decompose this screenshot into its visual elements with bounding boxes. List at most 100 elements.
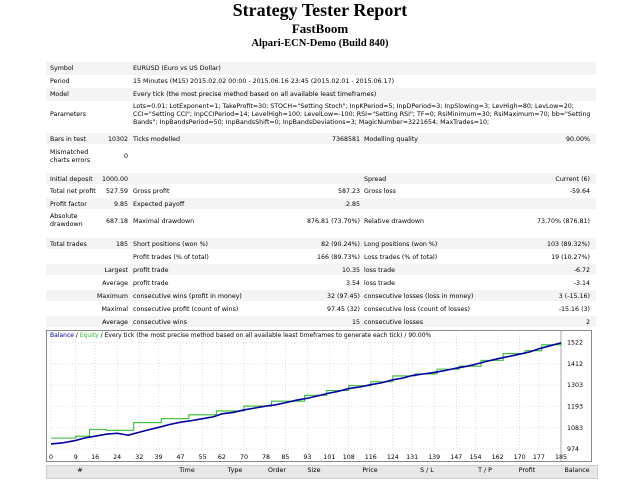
period-value: 15 Minutes (M15) 2015.02.02 00:00 - 2015… bbox=[133, 78, 395, 85]
largest-lt-label: loss trade bbox=[364, 267, 395, 274]
mx-cp-value: 97.45 (32) bbox=[327, 306, 360, 313]
x-tick-label: 177 bbox=[533, 454, 545, 461]
y-tick-label: 1083 bbox=[567, 425, 583, 432]
max-cw-label: consecutive wins (profit in money) bbox=[133, 293, 242, 300]
average-pt-label: profit trade bbox=[133, 280, 169, 287]
x-tick-label: 154 bbox=[470, 454, 482, 461]
mx-cl-label: consecutive loss (count of losses) bbox=[364, 306, 470, 313]
col-type[interactable]: Type bbox=[227, 467, 243, 474]
parameters-line: CCI="Setting CCI"; InpCCIPeriod=14; Leve… bbox=[133, 111, 591, 118]
average-pt-value: 3.54 bbox=[345, 280, 360, 287]
largest-label: Largest bbox=[104, 267, 128, 274]
pf-label: Profit factor bbox=[50, 201, 87, 208]
short-value: 82 (90.24%) bbox=[321, 241, 360, 248]
netprofit-label: Total net profit bbox=[50, 188, 96, 195]
x-tick-label: 32 bbox=[135, 454, 143, 461]
report-title: Strategy Tester Report bbox=[232, 0, 408, 20]
average-label: Average bbox=[102, 280, 128, 287]
x-tick-label: 139 bbox=[428, 454, 440, 461]
quality-value: 90.00% bbox=[565, 136, 590, 143]
legend-sep: / bbox=[73, 332, 80, 339]
col-order[interactable]: Order bbox=[268, 467, 286, 474]
average2-label: Average bbox=[102, 319, 128, 326]
col-num[interactable]: # bbox=[77, 467, 83, 474]
symbol-value: EURUSD (Euro vs US Dollar) bbox=[133, 65, 221, 72]
short-label: Short positions (won %) bbox=[133, 241, 209, 248]
pf-value: 9.85 bbox=[113, 201, 128, 208]
col-price[interactable]: Price bbox=[362, 467, 378, 474]
mismatch-value: 0 bbox=[123, 153, 128, 160]
average-lt-value: -3.14 bbox=[573, 280, 590, 287]
account-build: Alpari-ECN-Demo (Build 840) bbox=[251, 38, 389, 49]
col-profit[interactable]: Profit bbox=[518, 467, 536, 474]
largest-lt-value: -6.72 bbox=[573, 267, 590, 274]
y-tick-label: 1522 bbox=[567, 339, 583, 346]
col-sl[interactable]: S / L bbox=[420, 467, 434, 474]
max-cl-value: 3 (-15.16) bbox=[558, 293, 590, 300]
row-bg bbox=[46, 133, 596, 144]
chart-svg: 0 9 16 24 32 39 47 55 62 70 78 85 93 101 108 116 124 131 1… bbox=[49, 331, 583, 461]
mx-cl-value: -15.16 (3) bbox=[558, 306, 590, 313]
col-time[interactable]: Time bbox=[179, 467, 195, 474]
legend-equity: Equity bbox=[79, 332, 99, 339]
col-size[interactable]: Size bbox=[307, 467, 321, 474]
row-bg bbox=[46, 238, 596, 249]
row-bg bbox=[46, 173, 596, 184]
trades-value: 185 bbox=[115, 241, 128, 248]
maxdd-value: 876.81 (73.70%) bbox=[307, 218, 360, 225]
deposit-value: 1000.00 bbox=[101, 176, 128, 183]
parameters-line: Lots=0.01; LotExponent=1; TakeProfit=30;… bbox=[133, 103, 574, 110]
col-balance[interactable]: Balance bbox=[564, 467, 590, 474]
ticks-label: Ticks modelled bbox=[133, 136, 181, 143]
x-tick-label: 131 bbox=[406, 454, 418, 461]
model-label: Model bbox=[50, 91, 69, 98]
pt-value: 166 (89.73%) bbox=[317, 254, 360, 261]
lt-value: 19 (10.27%) bbox=[551, 254, 590, 261]
x-tick-label: 162 bbox=[492, 454, 504, 461]
mx-cp-label: consecutive profit (count of wins) bbox=[133, 306, 239, 313]
expert-name: FastBoom bbox=[291, 21, 349, 36]
parameters-label: Parameters bbox=[50, 111, 87, 118]
maxdd-label: Maximal drawdown bbox=[133, 218, 195, 225]
balance-chart: 0 9 16 24 32 39 47 55 62 70 78 85 93 101 108 116 124 131 1… bbox=[46, 330, 592, 462]
x-tick-label: 0 bbox=[49, 454, 53, 461]
grossloss-value: -59.64 bbox=[569, 188, 590, 195]
x-tick-label: 70 bbox=[240, 454, 248, 461]
parameters-line: Bands"; InpBandsPeriod=50; InpBandsShift… bbox=[133, 119, 490, 126]
y-tick-label: 1412 bbox=[567, 361, 583, 368]
max-cl-label: consecutive losses (loss in money) bbox=[364, 293, 474, 300]
avg-cw-value: 15 bbox=[351, 319, 360, 326]
ticks-value: 7368581 bbox=[331, 136, 360, 143]
reldd-value: 73.70% (876.81) bbox=[537, 218, 590, 225]
x-tick-label: 78 bbox=[262, 454, 270, 461]
maximal-label: Maximal bbox=[101, 306, 128, 313]
row-bg bbox=[46, 316, 596, 327]
absdd-label: drawdown bbox=[50, 221, 83, 228]
trades-label: Total trades bbox=[50, 241, 87, 248]
row-bg bbox=[46, 198, 596, 209]
x-tick-label: 108 bbox=[343, 454, 355, 461]
grossprofit-value: 587.23 bbox=[337, 188, 360, 195]
x-tick-label: 24 bbox=[113, 454, 121, 461]
row-bg bbox=[46, 264, 596, 275]
long-value: 103 (89.32%) bbox=[547, 241, 590, 248]
symbol-label: Symbol bbox=[50, 65, 74, 72]
netprofit-value: 527.59 bbox=[105, 188, 128, 195]
col-tp[interactable]: T / P bbox=[478, 467, 492, 474]
x-tick-label: 147 bbox=[450, 454, 462, 461]
avg-cl-value: 2 bbox=[585, 319, 590, 326]
x-tick-label: 101 bbox=[323, 454, 335, 461]
legend-rest: / Every tick (the most precise method ba… bbox=[98, 332, 432, 339]
max-cw-value: 32 (97.45) bbox=[327, 293, 360, 300]
largest-pt-value: 10.35 bbox=[341, 267, 360, 274]
deposit-label: Initial deposit bbox=[50, 176, 93, 183]
y-tick-label: 974 bbox=[567, 446, 579, 453]
history-header bbox=[46, 465, 598, 479]
long-label: Long positions (won %) bbox=[364, 241, 438, 248]
x-tick-label: 170 bbox=[514, 454, 526, 461]
row-bg bbox=[46, 62, 596, 75]
grossloss-label: Gross loss bbox=[364, 188, 396, 195]
x-tick-label: 39 bbox=[155, 454, 163, 461]
grossprofit-label: Gross profit bbox=[133, 188, 170, 195]
absdd-label: Absolute bbox=[50, 213, 78, 220]
